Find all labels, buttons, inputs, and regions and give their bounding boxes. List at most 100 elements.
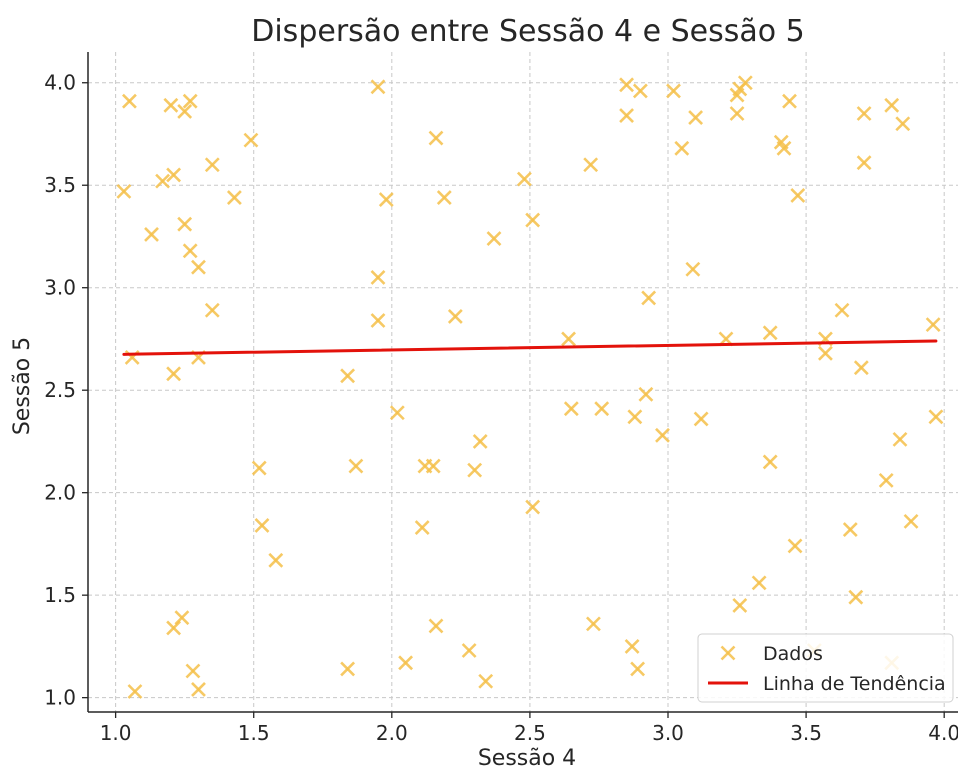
- data-point: [776, 140, 792, 156]
- y-tick-label: 4.0: [44, 71, 76, 95]
- data-point: [155, 173, 170, 189]
- data-point: [428, 618, 444, 634]
- data-point: [624, 638, 640, 654]
- data-point: [586, 616, 601, 632]
- data-point: [729, 106, 745, 121]
- data-point: [447, 308, 463, 324]
- data-point: [762, 454, 778, 470]
- data-point: [787, 538, 803, 554]
- data-point: [370, 270, 386, 285]
- data-point: [737, 75, 753, 91]
- data-point: [525, 212, 541, 228]
- data-point: [884, 97, 900, 113]
- data-point: [478, 673, 494, 689]
- data-point: [428, 130, 444, 146]
- chart-title: Dispersão entre Sessão 4 e Sessão 5: [251, 14, 804, 49]
- legend: Dados Linha de Tendência: [697, 633, 954, 703]
- y-tick-label: 2.5: [44, 378, 76, 402]
- data-point: [790, 188, 806, 203]
- x-axis-label: Sessão 4: [478, 746, 576, 769]
- x-tick-label: 3.0: [652, 721, 684, 745]
- data-point: [116, 183, 132, 199]
- data-point: [878, 472, 894, 488]
- data-point: [389, 405, 405, 421]
- data-point: [594, 401, 610, 417]
- data-point: [127, 684, 143, 699]
- legend-label-trend: Linha de Tendência: [763, 673, 946, 695]
- data-point: [666, 83, 681, 99]
- data-point: [834, 302, 850, 318]
- data-point: [251, 460, 267, 476]
- data-point: [762, 325, 778, 341]
- data-point: [693, 411, 709, 427]
- data-point: [525, 499, 541, 515]
- data-point: [632, 83, 648, 99]
- data-point: [204, 157, 220, 173]
- data-point: [853, 360, 869, 376]
- data-point: [472, 434, 488, 449]
- data-point: [340, 661, 356, 677]
- data-point: [561, 331, 576, 347]
- data-point: [226, 190, 242, 205]
- data-point: [461, 643, 477, 658]
- data-point: [378, 192, 394, 207]
- x-tick-label: 4.0: [928, 721, 958, 745]
- y-tick-label: 1.5: [44, 583, 76, 607]
- x-tick-label: 1.5: [238, 721, 270, 745]
- data-point: [398, 655, 414, 671]
- data-point: [895, 116, 911, 132]
- trend-line: [122, 339, 938, 356]
- data-point: [166, 366, 182, 382]
- data-point: [177, 104, 193, 119]
- data-point: [641, 290, 657, 306]
- data-point: [191, 682, 206, 697]
- data-point: [204, 302, 220, 318]
- data-point: [414, 520, 430, 535]
- legend-x-marker: [720, 645, 736, 661]
- data-point: [516, 171, 532, 187]
- data-point: [903, 513, 919, 529]
- data-point: [782, 93, 797, 109]
- data-point: [436, 190, 452, 205]
- trend-line-layer: [122, 339, 938, 356]
- data-point: [928, 409, 944, 425]
- data-point: [925, 317, 941, 333]
- y-axis-label: Sessão 5: [10, 337, 35, 435]
- data-point: [732, 597, 748, 613]
- data-point: [182, 93, 198, 109]
- data-point: [166, 620, 182, 636]
- data-point: [685, 261, 701, 277]
- data-point: [144, 227, 159, 242]
- data-point: [185, 663, 201, 679]
- data-point: [370, 79, 386, 95]
- data-point: [163, 97, 179, 113]
- data-point: [638, 386, 654, 402]
- y-tick-label: 1.0: [44, 686, 76, 710]
- data-point: [177, 216, 193, 232]
- data-point: [254, 518, 270, 533]
- data-point: [340, 368, 356, 384]
- data-point: [627, 409, 643, 425]
- data-point: [688, 110, 704, 126]
- data-point: [842, 522, 858, 537]
- data-point: [630, 661, 646, 677]
- data-point: [848, 589, 864, 605]
- data-point: [856, 106, 872, 121]
- grid: [88, 52, 958, 712]
- data-point: [467, 462, 483, 478]
- data-point: [425, 458, 441, 474]
- x-tick-label: 3.5: [790, 721, 822, 745]
- x-tick-label: 2.0: [376, 721, 408, 745]
- data-point: [370, 313, 386, 328]
- axes: 1.0 1.5 2.0 2.5 3.0 3.5 4.0 1.0 1.5 2.0 2.5 3.0 3.5 4…: [44, 52, 958, 745]
- y-tick-label: 3.5: [44, 173, 76, 197]
- legend-marker-dados: [720, 645, 736, 661]
- data-point: [268, 552, 284, 568]
- data-point: [655, 427, 670, 443]
- data-point: [892, 431, 908, 447]
- data-point: [191, 259, 206, 275]
- data-point: [243, 132, 259, 148]
- data-point: [583, 157, 599, 173]
- data-point: [818, 345, 833, 361]
